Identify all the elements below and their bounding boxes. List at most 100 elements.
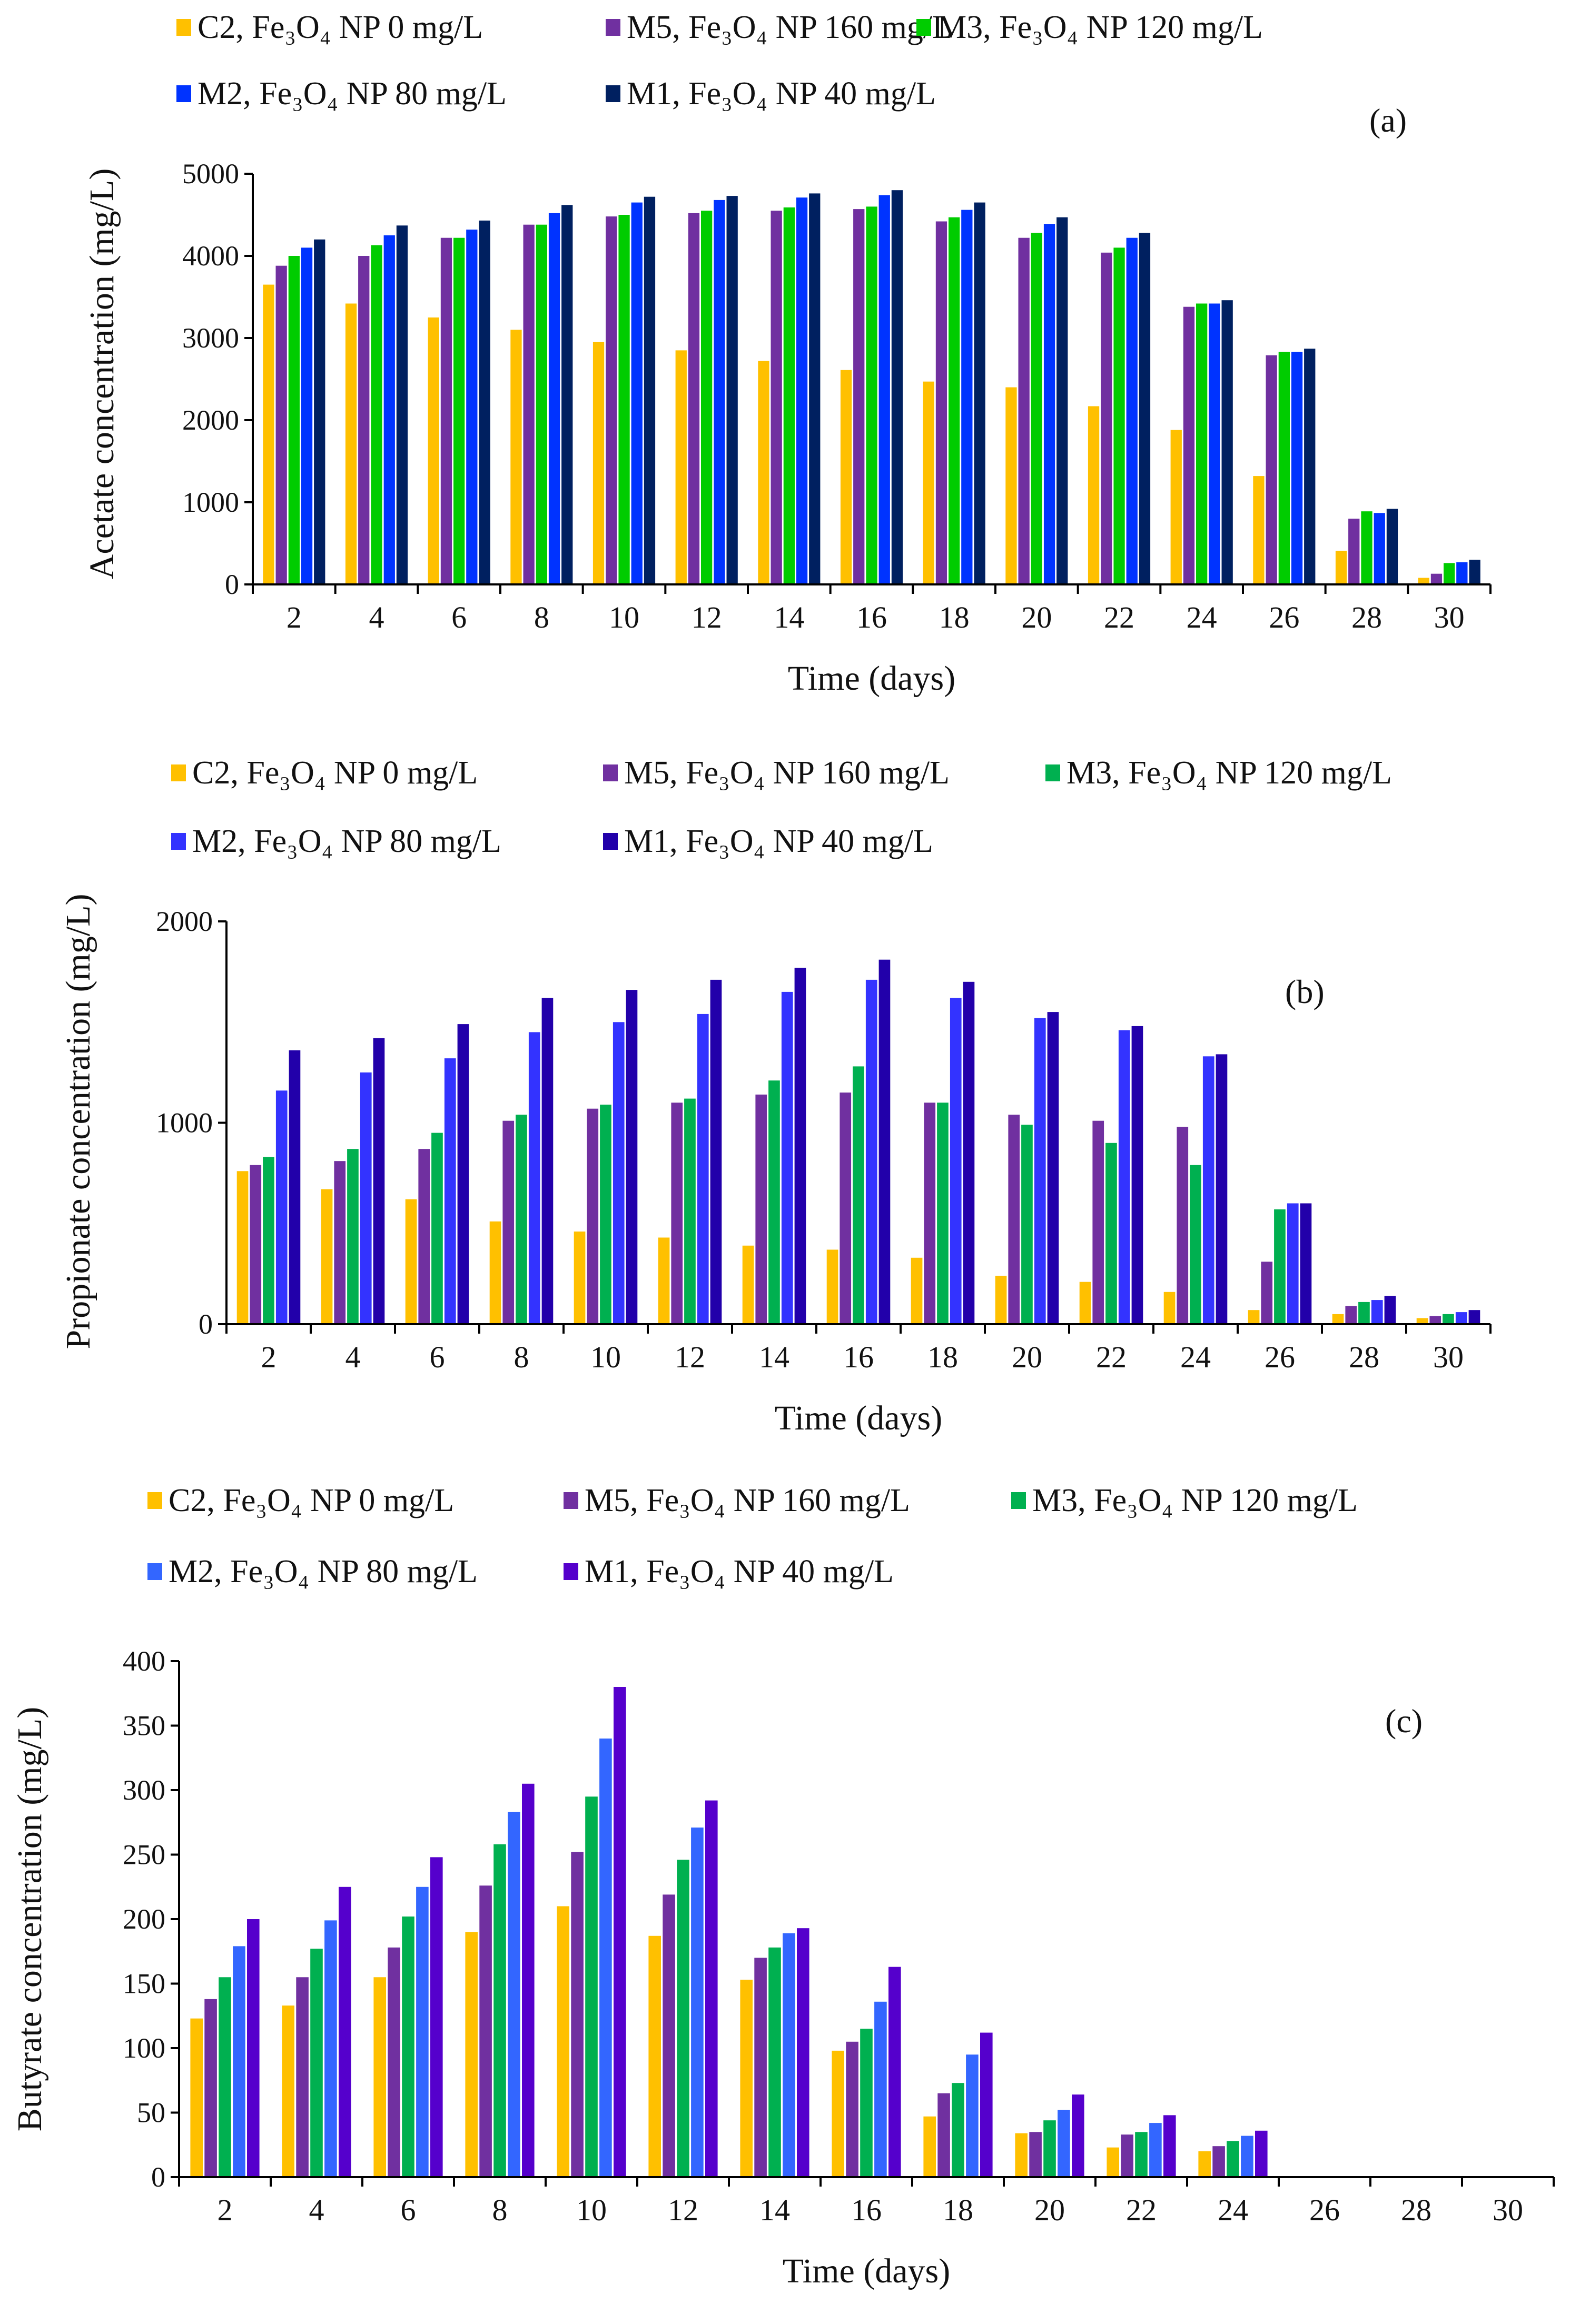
bar-s4-c11 bbox=[1255, 2130, 1268, 2177]
legend-label: M5, Fe₃O₄ NP 160 mg/L bbox=[624, 755, 950, 791]
bar-s1-c8 bbox=[937, 2093, 950, 2178]
bar-s0-c4 bbox=[557, 1906, 569, 2177]
series-1 bbox=[275, 209, 1443, 585]
y-tick-label: 1000 bbox=[182, 486, 239, 518]
bar-s4-c5 bbox=[710, 979, 722, 1324]
bar-s4-c2 bbox=[457, 1024, 469, 1324]
bar-s1-c7 bbox=[853, 209, 865, 585]
bar-s1-c7 bbox=[846, 2041, 858, 2178]
bar-s1-c5 bbox=[688, 213, 700, 584]
bar-s1-c1 bbox=[358, 256, 370, 584]
legend-swatch bbox=[1045, 764, 1060, 781]
bar-s3-c11 bbox=[1209, 303, 1220, 584]
x-tick-label: 8 bbox=[492, 2193, 508, 2227]
y-tick-label: 0 bbox=[151, 2161, 165, 2193]
x-tick-label: 24 bbox=[1218, 2193, 1248, 2227]
bar-s2-c3 bbox=[536, 224, 547, 584]
bar-s1-c11 bbox=[1212, 2146, 1225, 2177]
bar-s2-c13 bbox=[1358, 1302, 1370, 1324]
bar-s1-c8 bbox=[935, 221, 947, 584]
x-tick-label: 20 bbox=[1021, 600, 1052, 634]
bar-s4-c5 bbox=[726, 196, 738, 585]
x-tick-label: 4 bbox=[309, 2193, 324, 2227]
bar-s0-c7 bbox=[840, 370, 852, 584]
x-tick-label: 28 bbox=[1351, 600, 1382, 634]
bar-s3-c11 bbox=[1202, 1056, 1214, 1324]
y-tick-label: 200 bbox=[123, 1903, 165, 1935]
legend-label: M1, Fe₃O₄ NP 40 mg/L bbox=[624, 823, 933, 859]
x-tick-label: 16 bbox=[851, 2193, 882, 2227]
bar-s0-c8 bbox=[923, 2116, 936, 2177]
bar-s4-c8 bbox=[980, 2032, 993, 2177]
bar-s4-c11 bbox=[1216, 1054, 1228, 1324]
bar-s0-c10 bbox=[1079, 1282, 1091, 1324]
x-tick-label: 30 bbox=[1493, 2193, 1523, 2227]
bar-s4-c9 bbox=[1056, 217, 1068, 584]
bar-s3-c4 bbox=[613, 1022, 625, 1325]
legend-swatch bbox=[564, 1492, 578, 1509]
bar-s1-c11 bbox=[1183, 306, 1195, 584]
bar-s0-c12 bbox=[1253, 476, 1265, 584]
bar-s0-c2 bbox=[405, 1199, 417, 1324]
legend-item-1: M5, Fe₃O₄ NP 160 mg/L bbox=[564, 1483, 910, 1518]
bar-s0-c1 bbox=[345, 303, 357, 584]
panel-label: (b) bbox=[1285, 973, 1325, 1010]
bar-s1-c13 bbox=[1345, 1306, 1357, 1324]
bar-s2-c7 bbox=[853, 1066, 864, 1324]
series-4 bbox=[247, 1687, 1268, 2178]
x-tick-label: 6 bbox=[430, 1340, 445, 1374]
bar-s0-c0 bbox=[236, 1171, 249, 1324]
bar-s0-c3 bbox=[489, 1221, 501, 1324]
bar-s2-c1 bbox=[347, 1149, 359, 1324]
bar-s0-c11 bbox=[1198, 2151, 1211, 2177]
bar-s0-c4 bbox=[574, 1231, 586, 1324]
bar-s3-c3 bbox=[528, 1032, 540, 1324]
legend-item-2: M3, Fe₃O₄ NP 120 mg/L bbox=[1045, 755, 1392, 791]
bar-s0-c7 bbox=[832, 2050, 844, 2177]
bar-s3-c8 bbox=[961, 210, 973, 585]
bar-s3-c5 bbox=[697, 1014, 709, 1324]
bar-s2-c6 bbox=[768, 1947, 781, 2177]
x-tick-label: 14 bbox=[759, 2193, 790, 2227]
bar-s3-c0 bbox=[275, 1090, 288, 1324]
bar-s3-c6 bbox=[783, 1933, 795, 2177]
bar-s1-c3 bbox=[479, 1885, 492, 2177]
bar-s4-c14 bbox=[1468, 1310, 1480, 1324]
bar-s3-c1 bbox=[324, 1920, 337, 2177]
bar-s2-c10 bbox=[1135, 2132, 1148, 2178]
bar-s0-c9 bbox=[1005, 387, 1017, 584]
panel-label: (c) bbox=[1385, 1702, 1423, 1740]
bar-s2-c6 bbox=[768, 1080, 780, 1324]
legend-swatch bbox=[1011, 1492, 1026, 1509]
bar-s3-c8 bbox=[950, 998, 962, 1324]
bar-s2-c2 bbox=[402, 1916, 414, 2177]
bar-s4-c4 bbox=[644, 196, 656, 584]
bar-s3-c13 bbox=[1374, 513, 1385, 584]
bar-s0-c4 bbox=[592, 342, 605, 584]
bar-s4-c0 bbox=[289, 1050, 301, 1324]
x-tick-label: 14 bbox=[774, 600, 804, 634]
x-tick-label: 2 bbox=[287, 600, 302, 634]
bar-s2-c12 bbox=[1278, 352, 1290, 584]
x-axis-title: Time (days) bbox=[783, 2252, 950, 2290]
bar-s0-c6 bbox=[758, 361, 769, 584]
legend-label: M3, Fe₃O₄ NP 120 mg/L bbox=[1066, 755, 1392, 791]
y-tick-label: 0 bbox=[225, 569, 239, 600]
y-tick-label: 2000 bbox=[156, 906, 213, 937]
bar-s4-c9 bbox=[1047, 1012, 1059, 1324]
bar-s1-c4 bbox=[571, 1852, 584, 2177]
legend-item-4: M1, Fe₃O₄ NP 40 mg/L bbox=[564, 1554, 894, 1590]
x-tick-label: 12 bbox=[675, 1340, 705, 1374]
bar-s4-c6 bbox=[809, 193, 821, 584]
bar-s0-c11 bbox=[1163, 1292, 1176, 1324]
legend-swatch bbox=[176, 85, 191, 102]
bar-s2-c9 bbox=[1031, 233, 1042, 584]
x-tick-label: 18 bbox=[943, 2193, 973, 2227]
bar-s4-c12 bbox=[1304, 349, 1316, 584]
bar-s1-c14 bbox=[1430, 573, 1443, 584]
bar-s3-c7 bbox=[878, 195, 890, 585]
y-tick-label: 50 bbox=[137, 2097, 165, 2129]
bar-s4-c8 bbox=[974, 202, 985, 585]
